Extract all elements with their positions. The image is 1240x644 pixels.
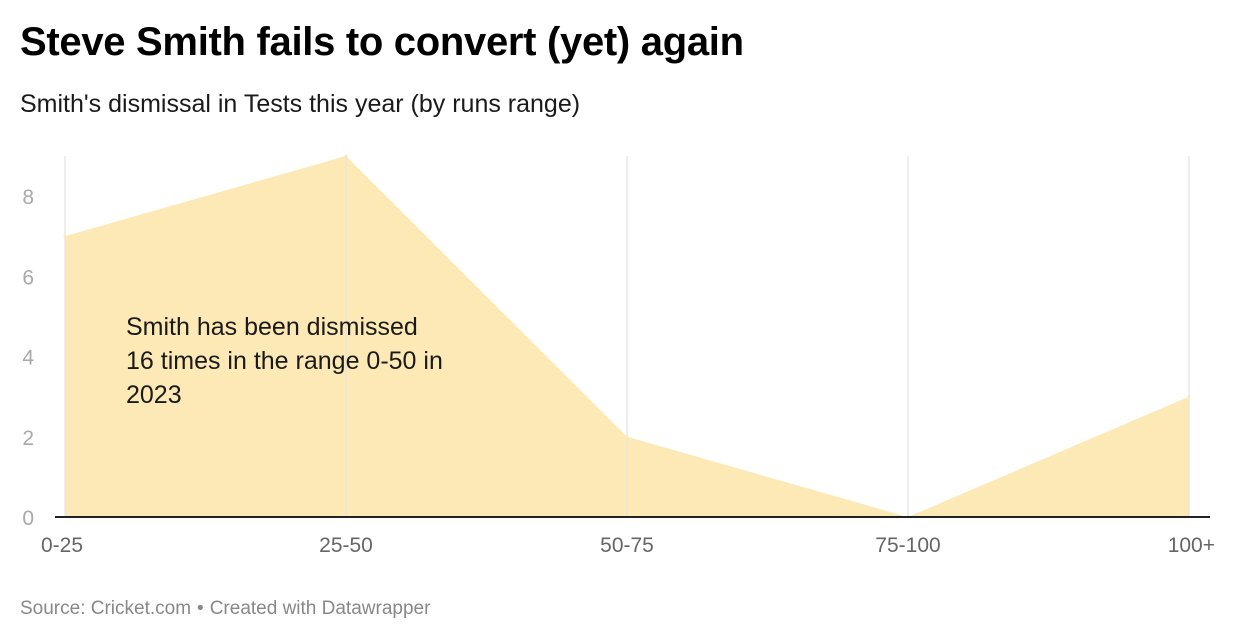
x-tick-label: 50-75 — [600, 534, 654, 557]
x-tick-label: 75-100 — [875, 534, 940, 557]
chart-annotation: Smith has been dismissed 16 times in the … — [126, 313, 443, 409]
source-separator: • — [197, 598, 204, 619]
x-tick-label: 25-50 — [319, 534, 373, 557]
y-tick-label: 4 — [22, 347, 34, 370]
chart-title: Steve Smith fails to convert (yet) again — [20, 20, 744, 64]
y-tick-label: 2 — [22, 427, 34, 450]
y-tick-label: 8 — [22, 186, 34, 209]
data-point-25-50 — [344, 154, 348, 158]
annotation-line: Smith has been dismissed — [126, 313, 418, 341]
source-credit: Created with Datawrapper — [209, 598, 431, 619]
data-point-100+ — [1187, 395, 1191, 399]
data-point-0-25 — [63, 234, 67, 238]
data-point-50-75 — [625, 435, 629, 439]
annotation-line: 2023 — [126, 381, 182, 409]
y-tick-label: 6 — [22, 266, 34, 289]
annotation-line: 16 times in the range 0-50 in — [126, 347, 443, 375]
source-text: Source: Cricket.com — [20, 598, 192, 619]
chart-subtitle: Smith's dismissal in Tests this year (by… — [20, 90, 581, 118]
source-line: Source: Cricket.com • Created with Datawra… — [20, 598, 430, 620]
x-tick-label: 100+ — [1168, 534, 1215, 557]
y-tick-label: 0 — [22, 507, 34, 530]
x-tick-label: 0-25 — [41, 534, 83, 557]
